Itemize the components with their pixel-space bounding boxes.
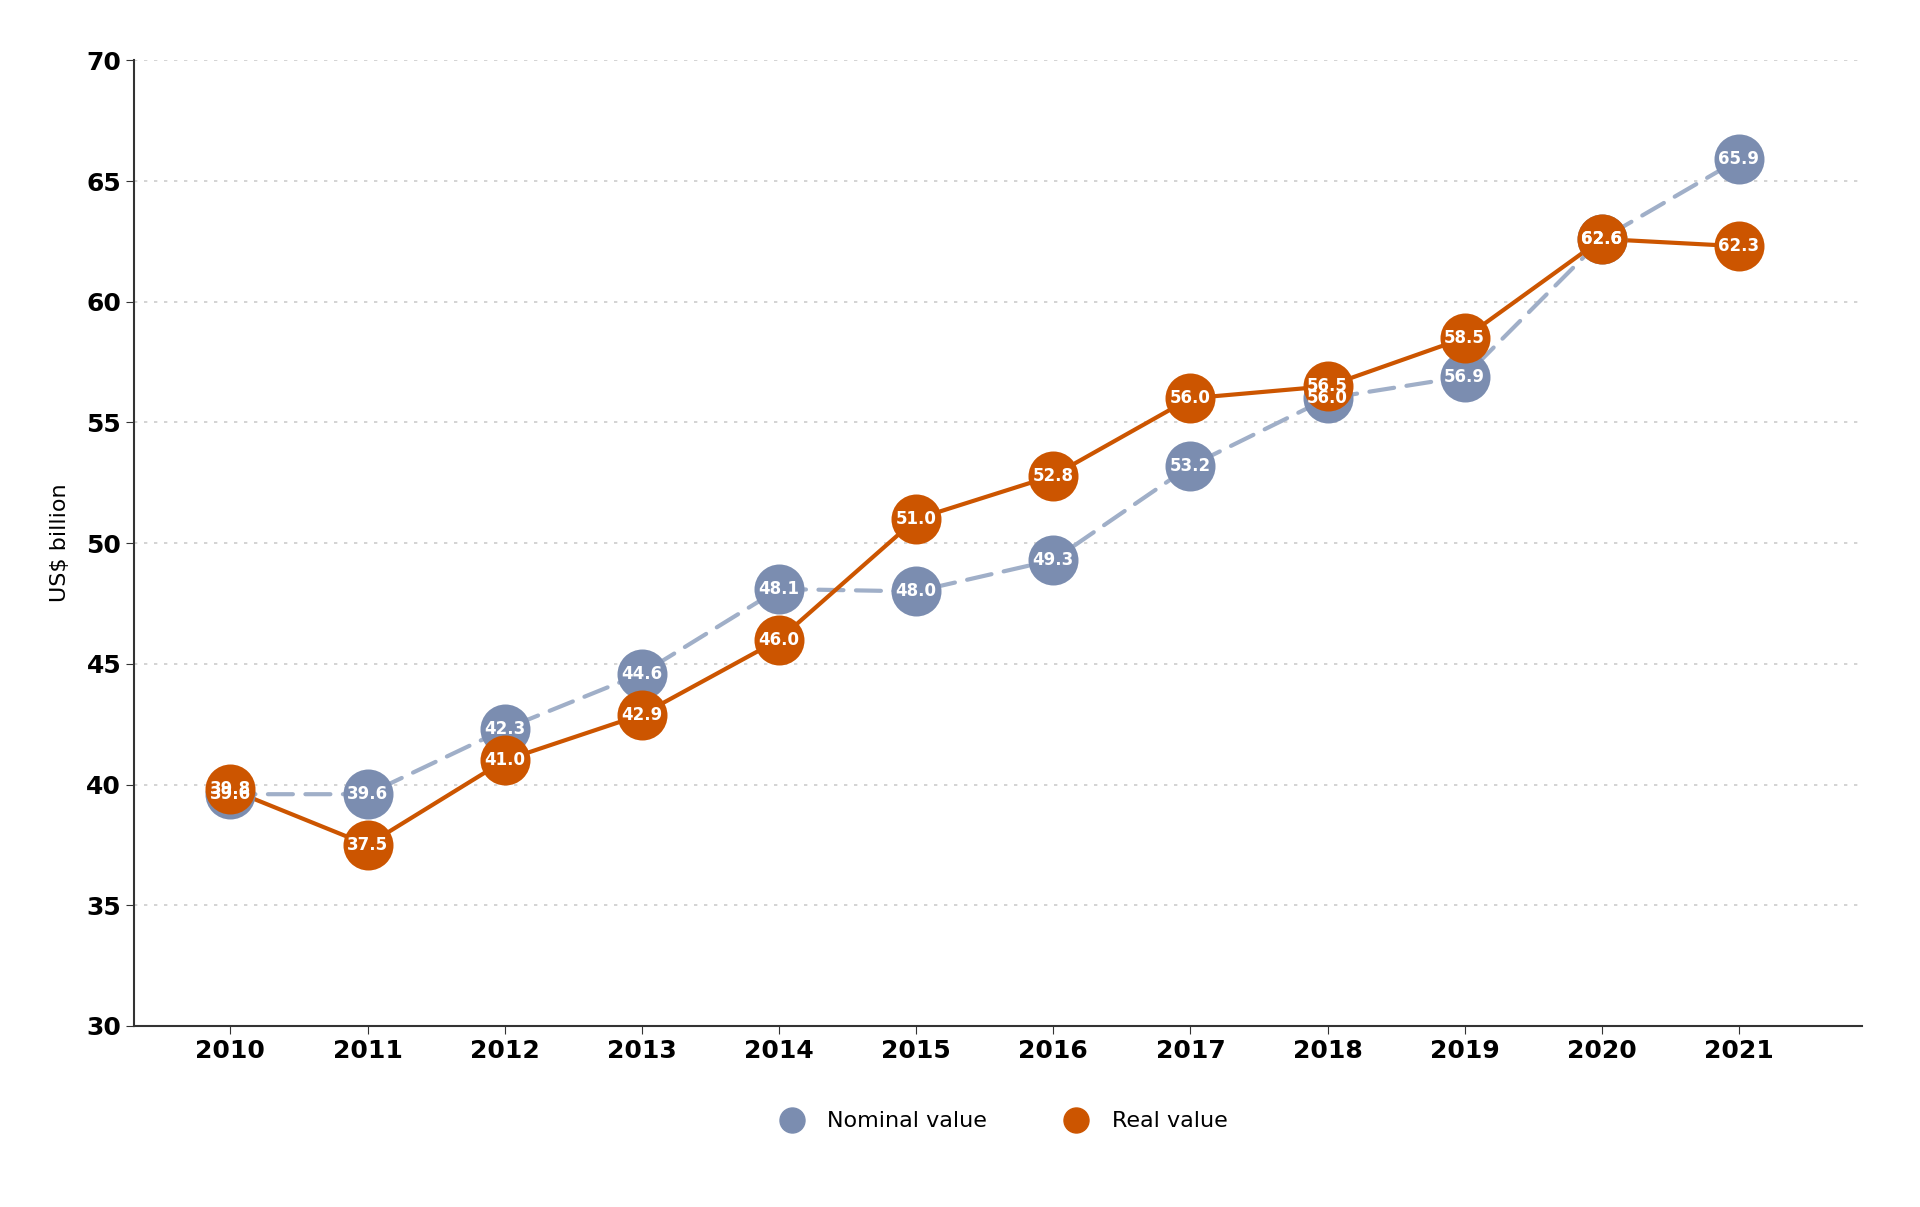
Text: 39.6: 39.6 [348, 786, 388, 803]
Text: 49.3: 49.3 [1033, 552, 1073, 568]
Text: 42.3: 42.3 [484, 721, 526, 737]
Text: 56.9: 56.9 [1444, 368, 1486, 385]
Text: 48.0: 48.0 [895, 583, 937, 600]
Text: 51.0: 51.0 [895, 511, 937, 527]
Text: 62.3: 62.3 [1718, 238, 1759, 255]
Text: 58.5: 58.5 [1444, 330, 1486, 346]
Legend: Nominal value, Real value: Nominal value, Real value [760, 1102, 1236, 1141]
Text: 53.2: 53.2 [1169, 457, 1212, 474]
Text: 46.0: 46.0 [758, 631, 799, 648]
Text: 48.1: 48.1 [758, 581, 799, 597]
Text: 44.6: 44.6 [622, 665, 662, 682]
Text: 62.6: 62.6 [1582, 231, 1622, 247]
Text: 41.0: 41.0 [484, 752, 526, 769]
Text: 42.9: 42.9 [622, 706, 662, 723]
Text: 37.5: 37.5 [348, 836, 388, 853]
Text: 56.0: 56.0 [1169, 390, 1212, 407]
Text: 39.6: 39.6 [209, 786, 252, 803]
Text: 65.9: 65.9 [1718, 151, 1759, 168]
Text: 62.6: 62.6 [1582, 231, 1622, 247]
Text: 56.5: 56.5 [1308, 378, 1348, 395]
Text: 52.8: 52.8 [1033, 467, 1073, 484]
Text: 56.0: 56.0 [1308, 390, 1348, 407]
Y-axis label: US$ billion: US$ billion [50, 484, 69, 602]
Text: 39.8: 39.8 [209, 781, 252, 798]
